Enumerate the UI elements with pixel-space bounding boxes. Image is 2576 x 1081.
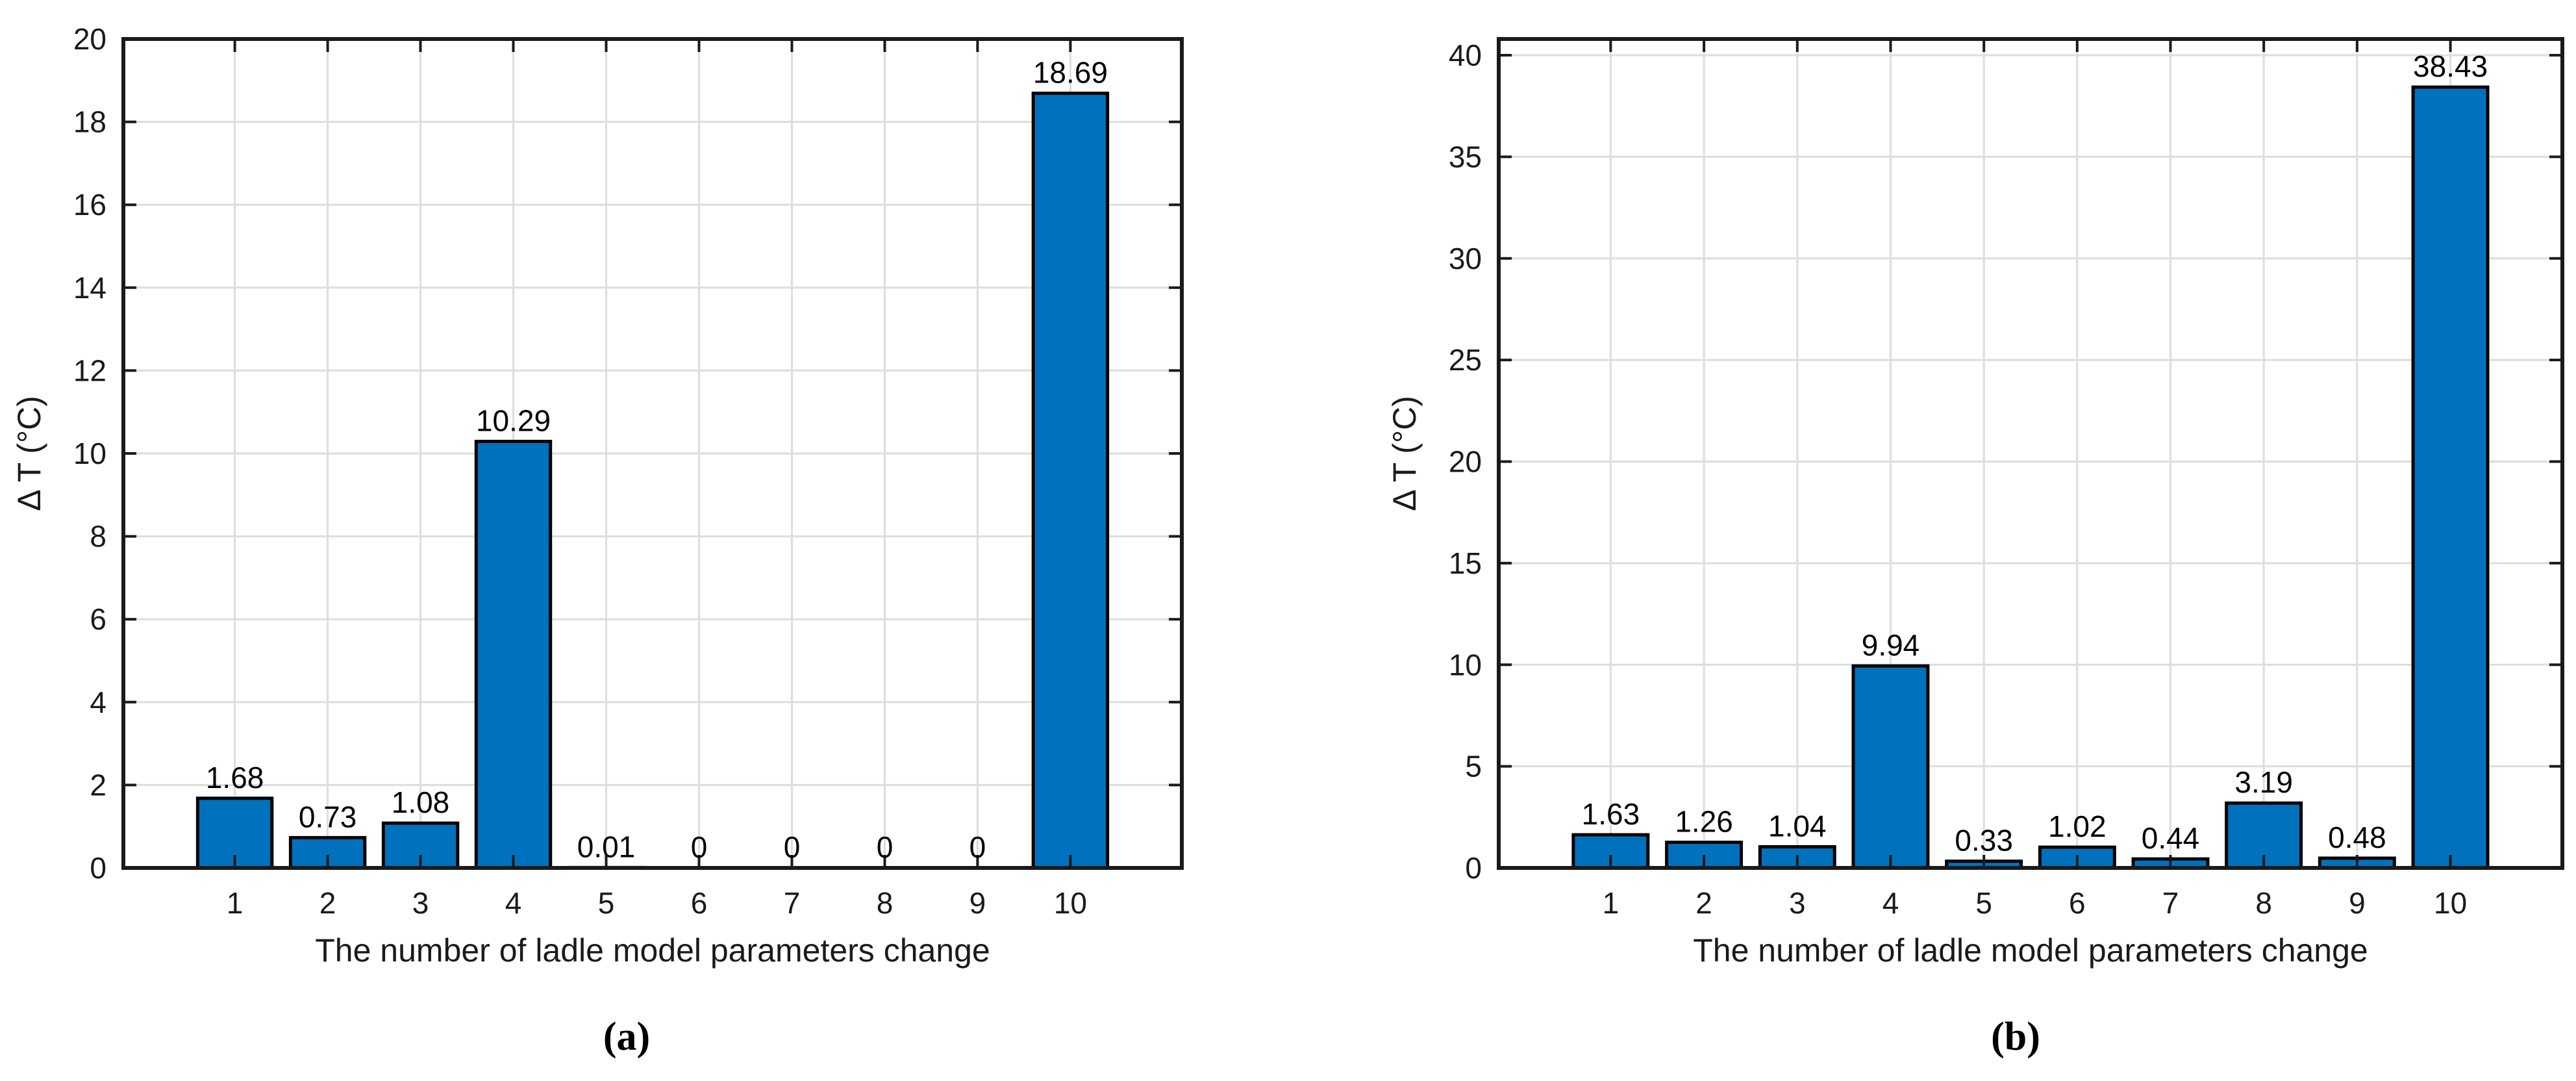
y-tick-label: 40: [1449, 38, 1482, 72]
x-tick-label: 3: [412, 886, 429, 920]
y-tick-label: 18: [73, 105, 106, 139]
x-tick-label: 2: [1695, 886, 1712, 920]
bar-value-label: 0.48: [2328, 820, 2386, 854]
x-tick-label: 9: [2349, 886, 2366, 920]
x-tick-label: 7: [784, 886, 801, 920]
bar: [1851, 664, 1930, 870]
y-tick-label: 15: [1449, 546, 1482, 580]
bar-value-label: 38.43: [2413, 49, 2488, 83]
bar: [1031, 92, 1110, 870]
y-tick-label: 20: [1449, 445, 1482, 479]
x-tick-label: 2: [319, 886, 336, 920]
bar-value-label: 0.33: [1955, 824, 2013, 858]
y-tick-label: 25: [1449, 343, 1482, 377]
y-tick-label: 10: [1449, 648, 1482, 681]
y-tick-label: 12: [73, 353, 106, 387]
plot-border: [121, 37, 1184, 870]
y-tick-label: 14: [73, 271, 106, 305]
x-tick-label: 10: [1054, 886, 1087, 920]
y-tick-label: 8: [90, 520, 106, 553]
x-tick-label: 8: [2255, 886, 2272, 920]
x-tick-label: 6: [691, 886, 708, 920]
bar-value-label: 0.44: [2142, 821, 2200, 855]
bar-value-label: 1.08: [392, 785, 450, 819]
x-tick-label: 4: [1882, 886, 1899, 920]
x-tick-label: 5: [1975, 886, 1992, 920]
x-tick-label: 7: [2162, 886, 2179, 920]
bar-value-label: 1.26: [1675, 805, 1733, 839]
y-tick-label: 2: [90, 768, 106, 802]
y-tick-label: 16: [73, 188, 106, 222]
bar: [474, 440, 553, 870]
x-tick-label: 10: [2434, 886, 2467, 920]
y-tick-label: 20: [73, 22, 106, 56]
y-tick-label: 10: [73, 437, 106, 470]
bar-value-label: 1.63: [1582, 797, 1640, 831]
x-tick-label: 9: [969, 886, 986, 920]
y-tick-label: 6: [90, 602, 106, 636]
bar-value-label: 0: [877, 830, 894, 864]
bar-value-label: 10.29: [476, 404, 551, 438]
x-tick-label: 3: [1789, 886, 1806, 920]
y-tick-label: 4: [90, 685, 106, 719]
panel-caption: (a): [603, 1015, 650, 1059]
x-axis-label: The number of ladle model parameters cha…: [1693, 932, 2368, 969]
y-axis-label: Δ T (°C): [11, 396, 47, 511]
bar: [2411, 85, 2490, 870]
bar-value-label: 18.69: [1033, 56, 1108, 90]
bar-value-label: 1.68: [206, 761, 264, 795]
bar-value-label: 0: [969, 830, 986, 864]
y-tick-label: 35: [1449, 140, 1482, 173]
bar-value-label: 9.94: [1862, 628, 1920, 662]
bar-value-label: 0: [691, 830, 708, 864]
x-tick-label: 4: [505, 886, 522, 920]
y-tick-label: 5: [1465, 750, 1482, 783]
x-tick-label: 6: [2069, 886, 2086, 920]
y-tick-label: 0: [90, 851, 106, 885]
bar-value-label: 0.73: [299, 800, 357, 833]
y-tick-label: 0: [1465, 851, 1482, 885]
x-tick-label: 5: [598, 886, 615, 920]
x-tick-label: 1: [227, 886, 244, 920]
bar-value-label: 3.19: [2234, 765, 2293, 799]
bar-value-label: 1.02: [2048, 809, 2107, 843]
y-axis-label: Δ T (°C): [1386, 396, 1423, 511]
panel-caption: (b): [1991, 1015, 2040, 1059]
plot-border: [1497, 37, 2564, 870]
x-tick-label: 1: [1603, 886, 1619, 920]
bar-value-label: 1.04: [1768, 809, 1827, 843]
bar-value-label: 0: [784, 830, 801, 864]
bar-value-label: 0.01: [577, 830, 636, 863]
x-axis-label: The number of ladle model parameters cha…: [315, 932, 990, 969]
y-tick-label: 30: [1449, 242, 1482, 275]
x-tick-label: 8: [877, 886, 894, 920]
